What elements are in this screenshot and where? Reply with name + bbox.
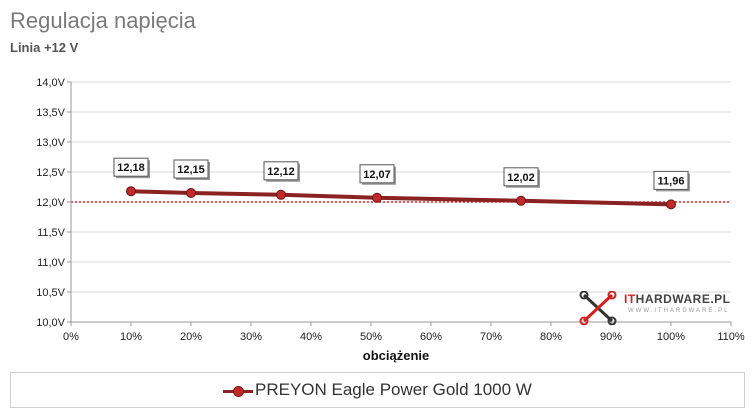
data-label-box [113,157,149,177]
logo-wordmark: ITHARDWARE.PL [624,292,731,306]
y-tick-label: 13,5V [36,107,65,119]
chart-legend: PREYON Eagle Power Gold 1000 W [10,372,745,408]
axis-layer: 10,0V 10,5V 11,0V 11,5V 12,0V 12,5V 13,0V 13,5V… [36,77,745,343]
y-tick-label: 10,5V [36,287,65,299]
x-tick-label: 80% [540,331,562,343]
logo-suffix: HARDWARE.PL [635,292,731,306]
crossed-tools-icon [579,290,617,326]
legend-marker-swatch [233,386,244,397]
data-point [372,192,382,203]
data-label: 12,12 [267,166,295,178]
x-tick-label: 70% [480,331,502,343]
chart-canvas: 10,0V 10,5V 11,0V 11,5V 12,0V 12,5V 13,0V 13,5V… [36,77,745,363]
x-tick-label: 50% [360,331,382,343]
data-label: 11,96 [658,175,685,187]
y-tick-label: 13,0V [36,137,65,149]
y-tick-label: 10,0V [36,317,65,329]
data-point [516,195,526,206]
chart-title: Regulacja napięcia [10,8,196,33]
data-label: 12,15 [177,164,205,176]
data-point [276,189,286,200]
data-label: 12,07 [363,169,391,181]
x-tick-label: 60% [420,331,442,343]
data-label-box [653,170,689,190]
grid-layer [71,81,731,293]
y-tick-label: 11,0V [37,257,66,269]
x-tick-label: 100% [657,331,685,343]
y-tick-label: 11,5V [37,227,66,239]
y-tick-label: 12,0V [36,197,65,209]
x-tick-label: 90% [600,331,622,343]
data-point [186,188,196,198]
data-label-box [503,167,539,187]
x-tick-label: 110% [717,331,745,343]
data-point [666,199,676,210]
data-label: 12,18 [117,162,145,174]
data-label-box [263,161,299,181]
y-tick-label: 14,0V [36,77,65,89]
x-tick-label: 40% [300,331,322,343]
x-tick-label: 30% [240,331,262,343]
logo-tagline: WWW.ITHARDWARE.PL [628,308,730,314]
y-tick-label: 12,5V [36,167,65,179]
data-label-box [173,159,209,179]
x-tick-label: 10% [120,331,142,343]
x-axis-label: obciążenie [363,348,429,363]
x-tick-label: 20% [180,331,202,343]
logo-prefix: IT [624,292,636,306]
series-line [129,189,673,207]
series-layer: 12,18 12,15 12,12 12,07 12,02 11,96 [113,157,690,210]
data-label: 12,02 [507,172,535,184]
chart-subtitle: Linia +12 V [10,40,79,55]
site-logo: ITHARDWARE.PL WWW.ITHARDWARE.PL [578,290,748,326]
data-point [126,186,136,197]
x-tick-label: 0% [63,331,79,343]
legend-entry: PREYON Eagle Power Gold 1000 W [255,380,532,399]
data-label-box [359,164,395,184]
